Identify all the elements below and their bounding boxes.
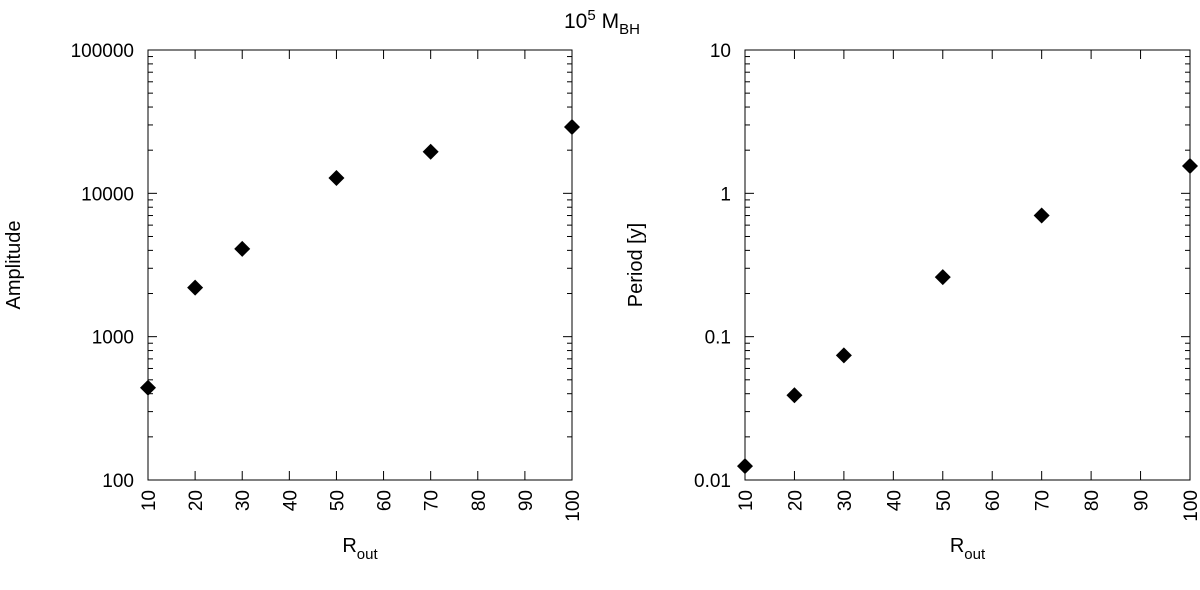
x-tick-label: 10 xyxy=(736,490,757,511)
x-tick-label: 50 xyxy=(327,490,348,511)
y-tick-label: 100000 xyxy=(71,41,134,62)
x-tick-label: 80 xyxy=(469,490,490,511)
amplitude-chart: 100 1000 10000 100000 10 20 30 40 50 60 70 80 90 100 A… xyxy=(3,41,584,563)
y-tick-label: 1000 xyxy=(92,328,134,349)
x-tick-label: 20 xyxy=(186,490,207,511)
x-axis-title: Rout xyxy=(342,535,378,563)
x-axis-title: Rout xyxy=(950,535,986,563)
x-tick-label: 100 xyxy=(563,490,584,522)
x-tick-label: 100 xyxy=(1181,490,1200,522)
figure-title-exponent: 5 xyxy=(587,7,595,24)
y-axis-title: Period [y] xyxy=(625,223,647,307)
y-tick-label: 0.01 xyxy=(694,471,731,492)
x-tick-label: 70 xyxy=(422,490,443,511)
y-axis-title: Amplitude xyxy=(3,221,25,310)
data-point xyxy=(422,143,439,160)
x-tick-label: 90 xyxy=(1132,490,1153,511)
data-point xyxy=(934,269,951,286)
x-tick-label: 50 xyxy=(934,490,955,511)
y-tick-label: 1 xyxy=(720,184,731,205)
x-tick-label: 30 xyxy=(233,490,254,511)
x-tick-label: 40 xyxy=(884,490,905,511)
y-tick-label: 100 xyxy=(102,471,134,492)
data-point xyxy=(835,347,852,364)
data-point xyxy=(1033,207,1050,224)
figure-title-main: M xyxy=(602,10,620,33)
x-tick-label: 60 xyxy=(375,490,396,511)
y-tick-label: 10000 xyxy=(81,184,134,205)
x-tick-label: 20 xyxy=(785,490,806,511)
data-point xyxy=(1182,158,1198,175)
x-tick-label: 70 xyxy=(1033,490,1054,511)
data-point xyxy=(564,119,580,136)
x-tick-label: 90 xyxy=(516,490,537,511)
x-tick-label: 30 xyxy=(835,490,856,511)
plot-frame xyxy=(147,49,573,481)
period-chart: 0.01 0.1 1 10 10 20 30 40 50 60 70 80 90 100 Period [y… xyxy=(625,41,1200,563)
x-tick-label: 80 xyxy=(1082,490,1103,511)
x-tick-label: 40 xyxy=(280,490,301,511)
data-point xyxy=(737,458,753,475)
data-point xyxy=(328,169,345,186)
figure-title-base: 10 xyxy=(564,10,587,33)
data-point xyxy=(786,387,803,404)
figure-title: 105 MBH xyxy=(564,7,640,38)
data-point xyxy=(140,379,156,396)
y-tick-label: 10 xyxy=(710,41,731,62)
figure-title-subscript: BH xyxy=(619,21,640,38)
data-point xyxy=(234,240,251,257)
plot-frame xyxy=(744,49,1191,481)
data-point xyxy=(187,279,204,296)
x-tick-label: 60 xyxy=(983,490,1004,511)
y-tick-label: 0.1 xyxy=(705,328,731,349)
x-tick-label: 10 xyxy=(139,490,160,511)
